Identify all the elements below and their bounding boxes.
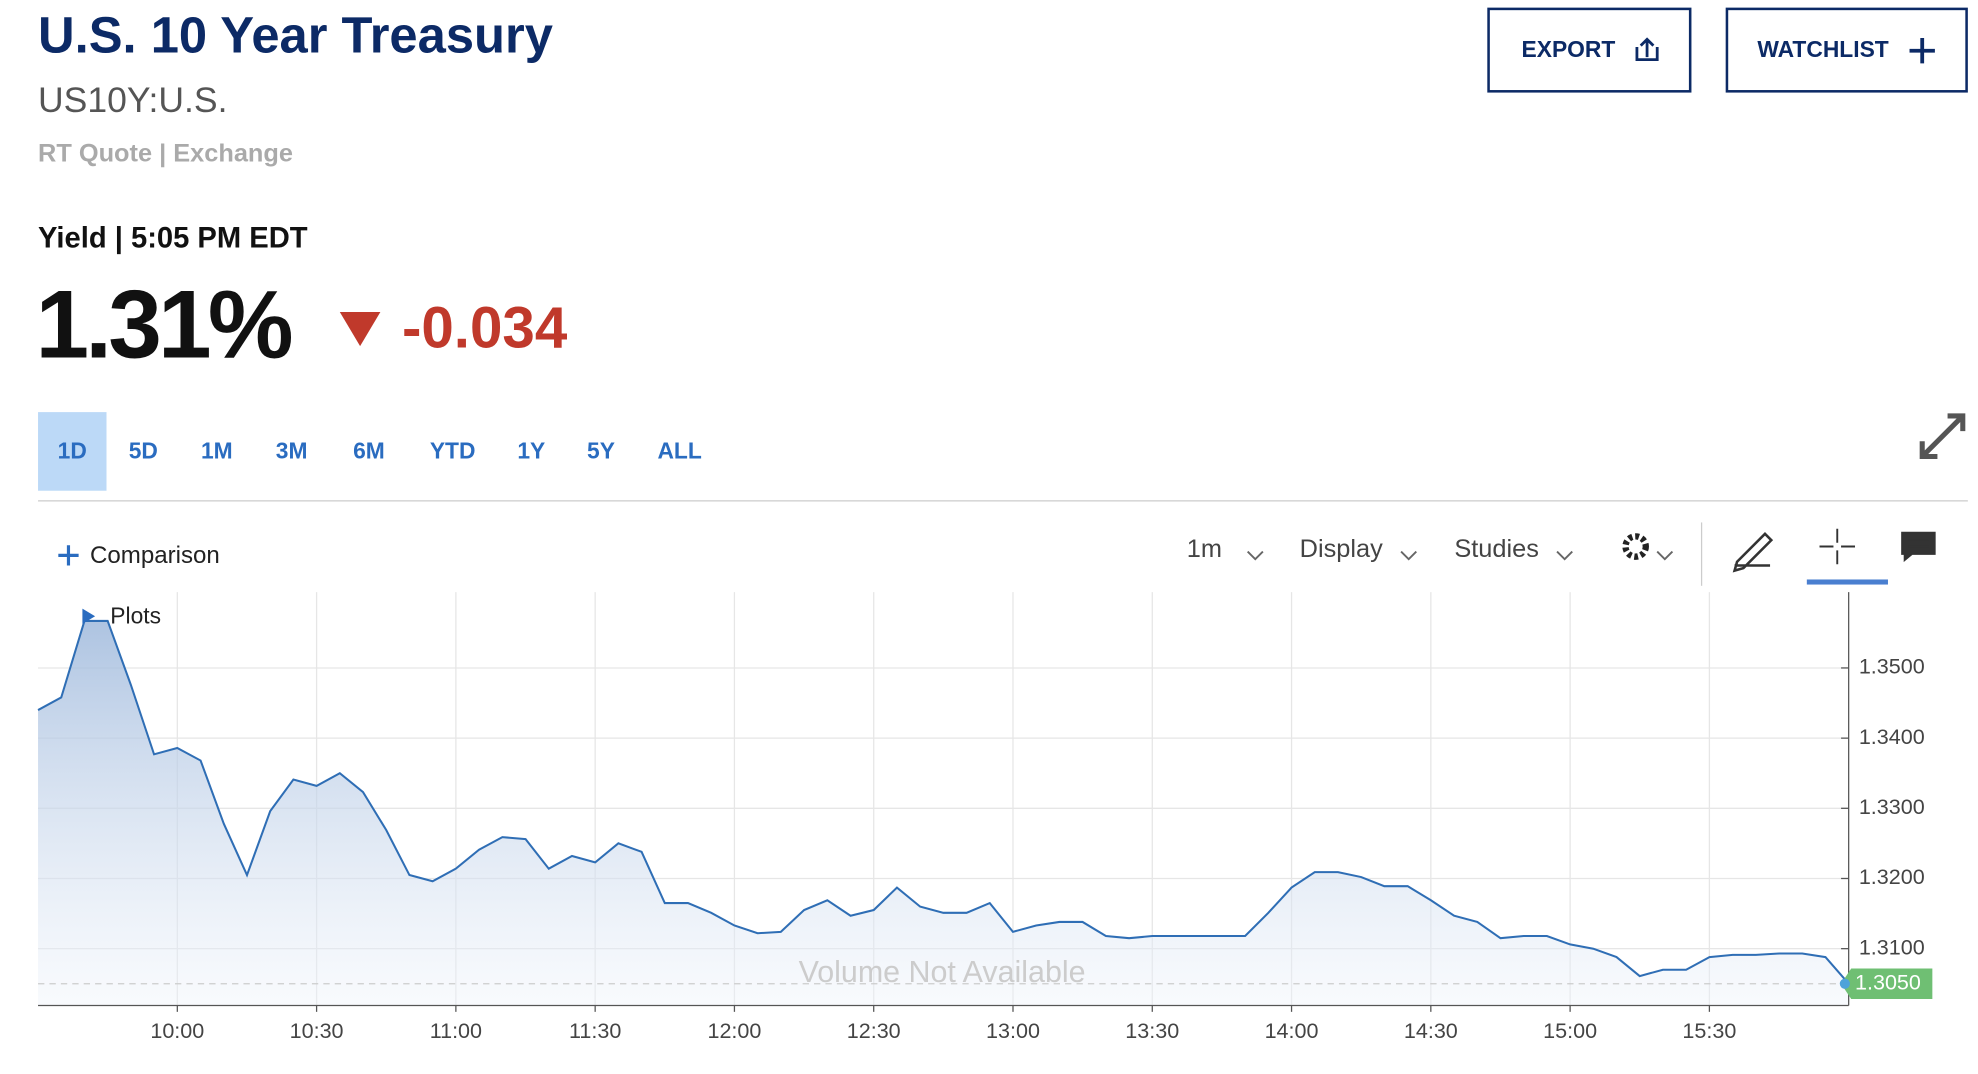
watchlist-label[interactable]: WATCHLIST [1757, 36, 1888, 62]
x-tick-label: 14:00 [1265, 1018, 1319, 1043]
range-option[interactable]: 5D [129, 438, 158, 464]
plots-label[interactable]: Plots [110, 603, 161, 629]
x-tick-label: 13:30 [1125, 1018, 1179, 1043]
interval[interactable]: 1m [1187, 535, 1222, 563]
studies[interactable]: Studies [1454, 535, 1539, 563]
current-dot [1839, 978, 1850, 989]
range-option[interactable]: 5Y [587, 438, 615, 464]
current-label: 1.3050 [1855, 969, 1921, 994]
x-tick-label: 13:00 [986, 1018, 1040, 1043]
x-tick-label: 15:00 [1543, 1018, 1597, 1043]
y-tick-label: 1.3100 [1859, 934, 1925, 959]
range-option[interactable]: 1Y [517, 438, 545, 464]
crosshair-icon[interactable] [1819, 528, 1856, 565]
x-tick-label: 12:00 [707, 1018, 761, 1043]
x-tick-label: 10:30 [290, 1018, 344, 1043]
x-tick-label: 11:30 [569, 1018, 621, 1043]
title: U.S. 10 Year Treasury [38, 7, 553, 64]
yield-label: Yield | 5:05 PM EDT [38, 222, 308, 254]
export-button[interactable]: EXPORT [1487, 7, 1692, 93]
y-tick-label: 1.3200 [1859, 864, 1925, 889]
price: 1.31% [36, 272, 292, 379]
y-tick-label: 1.3300 [1859, 794, 1925, 819]
source: RT Quote | Exchange [38, 139, 293, 167]
crosshair-active [1806, 579, 1888, 585]
change: -0.034 [402, 296, 568, 361]
x-tick-label: 15:30 [1682, 1018, 1736, 1043]
comparison[interactable]: Comparison [90, 542, 220, 569]
gear-icon[interactable] [1622, 533, 1649, 560]
current-badge [1841, 968, 1933, 999]
expand-icon[interactable] [1919, 413, 1966, 460]
price-line [37, 619, 1850, 985]
symbol: US10Y:U.S. [38, 80, 227, 120]
watchlist-button[interactable]: WATCHLIST [1725, 7, 1968, 93]
plots-arrow [82, 608, 96, 624]
range-option[interactable]: 3M [276, 438, 308, 464]
x-tick-label: 14:30 [1404, 1018, 1458, 1043]
x-tick-label: 12:30 [847, 1018, 901, 1043]
range-active [38, 412, 107, 491]
range-option[interactable]: YTD [430, 438, 476, 464]
plus-icon [58, 545, 79, 566]
display[interactable]: Display [1300, 535, 1383, 563]
y-tick-label: 1.3500 [1859, 654, 1925, 679]
y-tick-label: 1.3400 [1859, 724, 1925, 749]
draw-icon[interactable] [1732, 532, 1774, 573]
range-option[interactable]: 1D [58, 438, 87, 464]
x-tick-label: 10:00 [150, 1018, 204, 1043]
area [38, 620, 1849, 1006]
chevrons [1246, 550, 1674, 561]
volume-note: Volume Not Available [799, 955, 1086, 989]
range-option[interactable]: 6M [353, 438, 385, 464]
range-option[interactable]: 1M [201, 438, 233, 464]
x-tick-label: 11:00 [430, 1018, 482, 1043]
range-option[interactable]: ALL [657, 438, 701, 464]
export-label[interactable]: EXPORT [1522, 36, 1616, 62]
comment-icon[interactable] [1901, 531, 1936, 563]
down-arrow [339, 311, 381, 347]
